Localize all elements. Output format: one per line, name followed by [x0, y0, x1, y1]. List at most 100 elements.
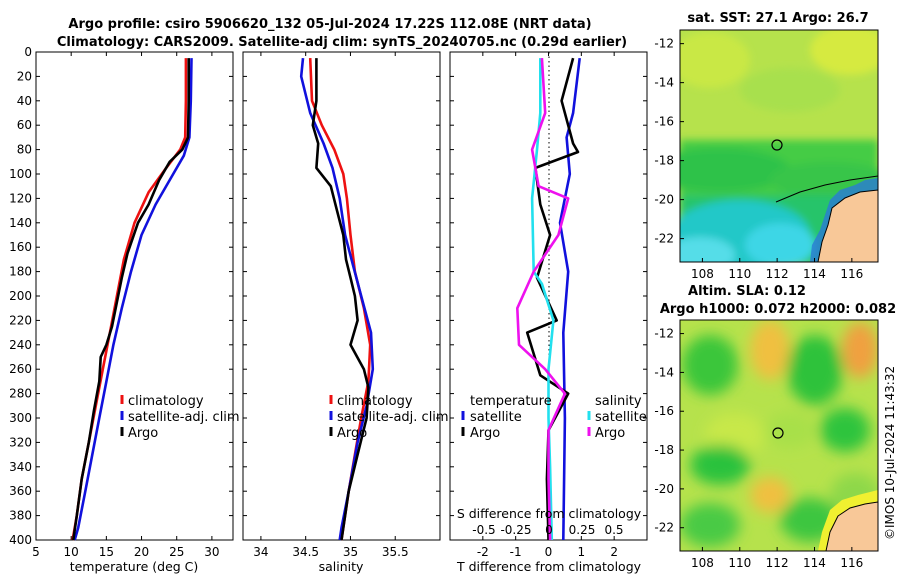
- map-x-tick-label: 112: [766, 267, 789, 281]
- top-tick-label: 0.25: [569, 523, 596, 537]
- map-x-tick-label: 114: [803, 267, 826, 281]
- sst-map: sat. SST: 27.1 Argo: 26.7 108 110 112 114 11…: [654, 11, 879, 281]
- y-tick-label: 240: [9, 338, 32, 352]
- map-x-tick-label: 110: [728, 556, 751, 570]
- top-tick-labels: -0.5 -0.25 0 0.25 0.5: [472, 523, 623, 537]
- map-x-tick-label: 110: [728, 267, 751, 281]
- x-tick-label: 35: [343, 545, 358, 559]
- legend-label-sal-argo: Argo: [595, 426, 625, 441]
- difference-xlabel: T difference from climatology: [456, 559, 642, 574]
- sla-field: [680, 320, 878, 551]
- legend-label-satellite: satellite-adj. clim: [337, 410, 449, 425]
- x-tick-label: 34.5: [292, 545, 319, 559]
- legend-label-climatology: climatology: [337, 394, 413, 409]
- sla-map-frame: [679, 319, 879, 552]
- legend-header-temperature: temperature: [470, 394, 552, 409]
- y-tick-label: 160: [9, 240, 32, 254]
- legend-label-climatology: climatology: [128, 394, 204, 409]
- legend-label-sal-satellite: satellite: [595, 410, 647, 425]
- salinity-axes-box: [242, 51, 441, 541]
- x-tick-label: 0: [545, 545, 553, 559]
- y-tick-label: 400: [9, 533, 32, 547]
- x-tick-label: 1: [578, 545, 586, 559]
- series-line-satellite-adj-clim: [299, 57, 375, 541]
- y-tick-label: 100: [9, 167, 32, 181]
- map-y-tick-label: -22: [654, 521, 674, 535]
- y-tick-label: 220: [9, 313, 32, 327]
- legend-header-salinity: salinity: [595, 394, 642, 409]
- y-tick-label: 380: [9, 509, 32, 523]
- y-tick-label: 20: [17, 69, 32, 83]
- y-tick-label: 300: [9, 411, 32, 425]
- map-x-tick-label: 116: [840, 556, 863, 570]
- map-y-tick-label: -12: [654, 327, 674, 341]
- sla-map-title-1: Altim. SLA: 0.12: [688, 284, 806, 299]
- x-tick-label: 34: [253, 545, 268, 559]
- sla-map: Altim. SLA: 0.12 Argo h1000: 0.072 h2000…: [654, 284, 896, 570]
- x-tick-label: 5: [32, 545, 40, 559]
- map-x-tick-label: 108: [691, 556, 714, 570]
- x-tick-label: 30: [204, 545, 219, 559]
- y-tick-label: 320: [9, 435, 32, 449]
- y-tick-label: 60: [17, 118, 32, 132]
- map-x-tick-label: 114: [803, 556, 826, 570]
- temperature-panel: 0 20 40 60 80 100 120 140 160 180 200 220 240 260 280 3…: [9, 45, 240, 574]
- map-x-tick-label: 116: [840, 267, 863, 281]
- map-y-tick-label: -14: [654, 365, 674, 379]
- y-tick-label: 280: [9, 387, 32, 401]
- difference-top-label: S difference from climatology: [457, 506, 642, 521]
- temperature-axes-box: [35, 51, 234, 541]
- y-tick-label: 120: [9, 191, 32, 205]
- salinity-panel: 34 34.5 35 35.5 salinity climatology satell…: [242, 51, 449, 574]
- y-tick-label: 40: [17, 94, 32, 108]
- y-tick-label: 200: [9, 289, 32, 303]
- sst-field: [680, 30, 878, 262]
- x-tick-label: 25: [169, 545, 184, 559]
- x-tick-label: -1: [510, 545, 522, 559]
- x-tick-label: 15: [99, 545, 114, 559]
- x-tick-label: -2: [477, 545, 489, 559]
- legend-label-satellite: satellite-adj. clim: [128, 410, 240, 425]
- sla-map-title-2: Argo h1000: 0.072 h2000: 0.082: [660, 302, 896, 317]
- x-tick-label: 2: [610, 545, 618, 559]
- legend-label-argo: Argo: [337, 426, 367, 441]
- title-line-1: Argo profile: csiro 5906620_132 05-Jul-2…: [68, 17, 591, 32]
- map-y-tick-label: -14: [654, 76, 674, 90]
- legend-label-argo: Argo: [128, 426, 158, 441]
- difference-panel: -2 -1 0 1 2 T difference from climatology S …: [449, 51, 648, 574]
- x-tick-label: 20: [134, 545, 149, 559]
- top-tick-label: -0.5: [472, 523, 495, 537]
- series-line-argo: [72, 58, 190, 541]
- y-tick-label: 0: [24, 45, 32, 59]
- argo-location-marker: [772, 427, 784, 439]
- top-tick-label: -0.25: [500, 523, 531, 537]
- series-line-satellite-adj-clim: [73, 58, 193, 541]
- sst-map-title: sat. SST: 27.1 Argo: 26.7: [687, 11, 868, 26]
- legend-label-temp-satellite: satellite: [470, 410, 522, 425]
- imos-credit: ©IMOS 10-Jul-2024 11:43:32: [883, 366, 897, 540]
- series-line-salinity-argo: [515, 58, 570, 541]
- temperature-xlabel: temperature (deg C): [70, 559, 199, 574]
- map-y-tick-label: -12: [654, 37, 674, 51]
- y-tick-label: 360: [9, 484, 32, 498]
- legend-label-temp-argo: Argo: [470, 426, 500, 441]
- series-line-argo: [311, 58, 370, 541]
- top-tick-label: 0.5: [604, 523, 623, 537]
- map-y-tick-label: -20: [654, 482, 674, 496]
- x-tick-label: 10: [64, 545, 79, 559]
- map-y-tick-label: -16: [654, 404, 674, 418]
- x-tick-label: 35.5: [382, 545, 409, 559]
- map-y-tick-label: -18: [654, 154, 674, 168]
- salinity-legend: climatology satellite-adj. clim Argo: [329, 394, 449, 441]
- salinity-xlabel: salinity: [319, 559, 364, 574]
- map-y-tick-label: -18: [654, 443, 674, 457]
- map-y-tick-label: -20: [654, 193, 674, 207]
- sst-map-frame: [679, 29, 879, 263]
- temperature-legend: climatology satellite-adj. clim Argo: [120, 394, 240, 441]
- y-tick-label: 80: [17, 143, 32, 157]
- difference-legend: temperature salinity satellite Argo sate…: [461, 394, 647, 441]
- y-tick-label: 180: [9, 265, 32, 279]
- top-tick-label: 0: [545, 523, 553, 537]
- y-tick-label: 140: [9, 216, 32, 230]
